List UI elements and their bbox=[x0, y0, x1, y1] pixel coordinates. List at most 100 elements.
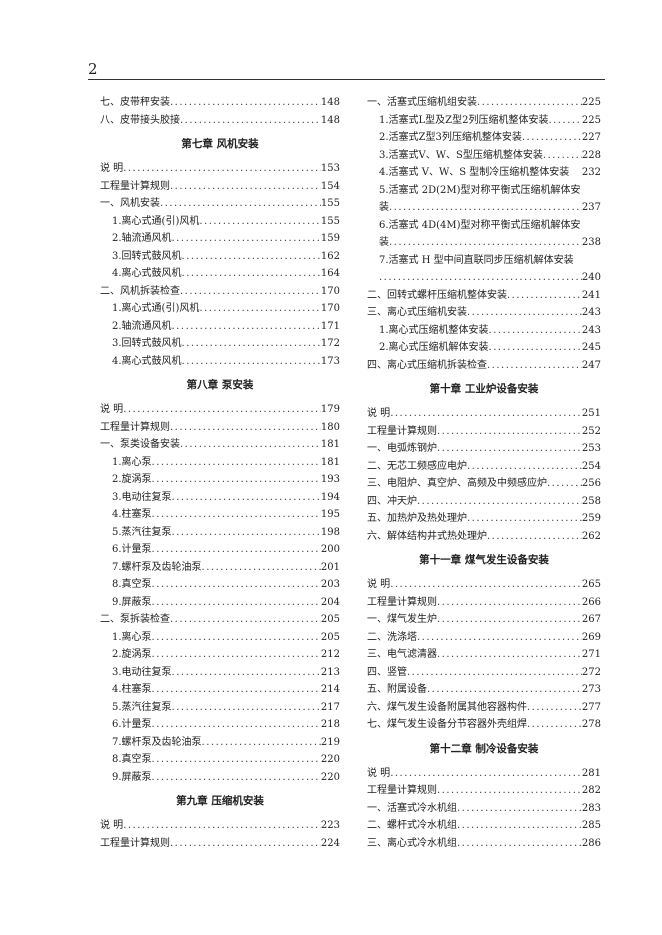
toc-entry-page: 282 bbox=[581, 785, 601, 796]
toc-entry[interactable]: 二、无芯工频感应电炉 254 bbox=[367, 458, 601, 476]
dot-leader bbox=[467, 304, 582, 322]
toc-entry[interactable]: 240 bbox=[367, 269, 601, 287]
toc-entry[interactable]: 2.旋涡泵 193 bbox=[100, 471, 340, 489]
toc-entry[interactable]: 6.计量泵 200 bbox=[100, 541, 340, 559]
toc-entry[interactable]: 二、洗涤塔 269 bbox=[367, 629, 601, 647]
toc-entry[interactable]: 工程量计算规则 266 bbox=[367, 594, 601, 612]
toc-entry[interactable]: 三、电气滤清器 271 bbox=[367, 646, 601, 664]
toc-entry[interactable]: 3.回转式鼓风机 162 bbox=[100, 248, 340, 266]
toc-entry[interactable]: 一、风机安装 155 bbox=[100, 195, 340, 213]
toc-entry[interactable]: 9.屏蔽泵 220 bbox=[100, 769, 340, 787]
toc-entry[interactable]: 五、加热炉及热处理炉 259 bbox=[367, 510, 601, 528]
toc-entry-title: 一、煤气发生炉 bbox=[367, 614, 437, 625]
toc-entry[interactable]: 二、泵拆装检查 205 bbox=[100, 611, 340, 629]
toc-entry[interactable]: 一、泵类设备安装 181 bbox=[100, 436, 340, 454]
toc-entry[interactable]: 2.活塞式Z型3列压缩机整体安装 227 bbox=[367, 129, 601, 147]
toc-entry[interactable]: 一、活塞式冷水机组 283 bbox=[367, 800, 601, 818]
toc-entry[interactable]: 2.轴流通风机 171 bbox=[100, 318, 340, 336]
toc-entry[interactable]: 1.离心泵 205 bbox=[100, 629, 340, 647]
toc-entry-page: 205 bbox=[320, 631, 340, 643]
toc-entry[interactable]: 3.电动往复泵 213 bbox=[100, 664, 340, 682]
toc-entry[interactable]: 工程量计算规则 252 bbox=[367, 423, 601, 441]
toc-entry[interactable]: 六、解体结构井式热处理炉 262 bbox=[367, 528, 601, 546]
toc-entry[interactable]: 1.离心泵 181 bbox=[100, 454, 340, 472]
toc-entry-page: 198 bbox=[320, 526, 340, 538]
dot-leader bbox=[152, 471, 321, 489]
toc-entry[interactable]: 三、离心式冷水机组 286 bbox=[367, 835, 601, 853]
toc-entry[interactable]: 5.蒸汽往复泵 217 bbox=[100, 699, 340, 717]
toc-entry[interactable]: 说 明 281 bbox=[367, 765, 601, 783]
toc-entry-title: 7.螺杆泵及齿轮油泵 bbox=[112, 561, 202, 573]
toc-entry[interactable]: 装 237 bbox=[367, 199, 601, 217]
toc-entry[interactable]: 装 238 bbox=[367, 234, 601, 252]
toc-entry[interactable]: 四、离心式压缩机拆装检查 247 bbox=[367, 357, 601, 375]
toc-entry[interactable]: 说 明 179 bbox=[100, 401, 340, 419]
toc-entry[interactable]: 2.离心式压缩机解体安装 245 bbox=[367, 339, 601, 357]
toc-entry[interactable]: 说 明 153 bbox=[100, 160, 340, 178]
toc-entry-page: 193 bbox=[320, 474, 340, 485]
toc-entry[interactable]: 8.真空泵 220 bbox=[100, 751, 340, 769]
toc-entry[interactable]: 一、煤气发生炉 267 bbox=[367, 611, 601, 629]
toc-entry[interactable]: 工程量计算规则 224 bbox=[100, 835, 340, 853]
toc-entry[interactable]: 说 明 265 bbox=[367, 576, 601, 594]
toc-entry[interactable]: 5.活塞式 2D(2M)型对称平衡式压缩机解体安 bbox=[367, 182, 601, 200]
toc-entry[interactable]: 二、螺杆式冷水机组 285 bbox=[367, 817, 601, 835]
toc-entry[interactable]: 8.真空泵 203 bbox=[100, 576, 340, 594]
toc-entry[interactable]: 6.活塞式 4D(4M)型对称平衡式压缩机解体安 bbox=[367, 217, 601, 235]
toc-entry[interactable]: 4.离心式鼓风机 173 bbox=[100, 353, 340, 371]
toc-entry[interactable]: 1.离心式通(引)风机 170 bbox=[100, 300, 340, 318]
dot-leader bbox=[152, 629, 321, 647]
dot-leader bbox=[172, 524, 321, 542]
toc-entry-title: 四、竖管 bbox=[367, 666, 407, 678]
dot-leader bbox=[172, 489, 321, 507]
toc-entry[interactable]: 五、附属设备 273 bbox=[367, 681, 601, 699]
toc-entry-title: 五、附属设备 bbox=[367, 684, 427, 695]
toc-entry-title: 5.蒸汽往复泵 bbox=[112, 701, 172, 713]
toc-entry[interactable]: 1.离心式压缩机整体安装 243 bbox=[367, 322, 601, 340]
toc-entry[interactable]: 四、竖管 272 bbox=[367, 664, 601, 682]
toc-entry[interactable]: 一、活塞式压缩机组安装 225 bbox=[367, 94, 601, 112]
toc-entry[interactable]: 七、皮带秤安装 148 bbox=[100, 94, 340, 112]
toc-entry[interactable]: 2.轴流通风机 159 bbox=[100, 230, 340, 248]
toc-entry[interactable]: 三、离心式压缩机安装 243 bbox=[367, 304, 601, 322]
toc-entry[interactable]: 说 明 223 bbox=[100, 817, 340, 835]
toc-entry[interactable]: 7.活塞式 H 型中间直联同步压缩机解体安装 bbox=[367, 252, 601, 270]
toc-entry[interactable]: 4.活塞式 V、W、S 型制冷压缩机整体安装 232 bbox=[367, 164, 601, 182]
toc-entry-title: 工程量计算规则 bbox=[100, 180, 170, 192]
dot-leader bbox=[389, 199, 582, 217]
toc-entry[interactable]: 七、煤气发生设备分节容器外壳组焊 278 bbox=[367, 716, 601, 734]
toc-entry[interactable]: 工程量计算规则 154 bbox=[100, 178, 340, 196]
toc-entry[interactable]: 3.电动往复泵 194 bbox=[100, 489, 340, 507]
toc-entry[interactable]: 2.旋涡泵 212 bbox=[100, 646, 340, 664]
toc-entry[interactable]: 7.螺杆泵及齿轮油泵 219 bbox=[100, 734, 340, 752]
toc-entry[interactable]: 3.活塞式V、W、S型压缩机整体安装 228 bbox=[367, 147, 601, 165]
toc-entry[interactable]: 说 明 251 bbox=[367, 405, 601, 423]
toc-entry[interactable]: 六、煤气发生设备附属其他容器构件 277 bbox=[367, 699, 601, 717]
toc-entry[interactable]: 7.螺杆泵及齿轮油泵 201 bbox=[100, 559, 340, 577]
toc-entry[interactable]: 工程量计算规则 180 bbox=[100, 419, 340, 437]
dot-leader bbox=[390, 765, 582, 783]
toc-entry[interactable]: 八、皮带接头胶接 148 bbox=[100, 112, 340, 130]
dot-leader bbox=[487, 357, 582, 375]
toc-entry-page: 164 bbox=[320, 268, 340, 279]
toc-entry[interactable]: 6.计量泵 218 bbox=[100, 716, 340, 734]
toc-entry[interactable]: 4.柱塞泵 214 bbox=[100, 681, 340, 699]
toc-entry-title: 装 bbox=[379, 237, 389, 248]
toc-entry[interactable]: 1.离心式通(引)风机 155 bbox=[100, 213, 340, 231]
toc-entry[interactable]: 工程量计算规则 282 bbox=[367, 782, 601, 800]
toc-entry[interactable]: 1.活塞式L型及Z型2列压缩机整体安装 225 bbox=[367, 112, 601, 130]
toc-entry[interactable]: 4.柱塞泵 195 bbox=[100, 506, 340, 524]
toc-entry-page: 148 bbox=[320, 97, 340, 108]
toc-entry[interactable]: 9.屏蔽泵 204 bbox=[100, 594, 340, 612]
toc-entry[interactable]: 4.离心式鼓风机 164 bbox=[100, 265, 340, 283]
toc-entry[interactable]: 三、电阻炉、真空炉、高频及中频感应炉 256 bbox=[367, 475, 601, 493]
toc-entry[interactable]: 四、冲天炉 258 bbox=[367, 493, 601, 511]
toc-entry[interactable]: 3.回转式鼓风机 172 bbox=[100, 335, 340, 353]
dot-leader bbox=[467, 510, 582, 528]
toc-entry[interactable]: 一、电弧炼钢炉 253 bbox=[367, 440, 601, 458]
toc-entry[interactable]: 5.蒸汽往复泵 198 bbox=[100, 524, 340, 542]
dot-leader bbox=[152, 716, 321, 734]
toc-entry[interactable]: 二、回转式螺杆压缩机整体安装 241 bbox=[367, 287, 601, 305]
toc-entry[interactable]: 二、风机拆装检查 170 bbox=[100, 283, 340, 301]
toc-entry-page: 172 bbox=[320, 338, 340, 349]
